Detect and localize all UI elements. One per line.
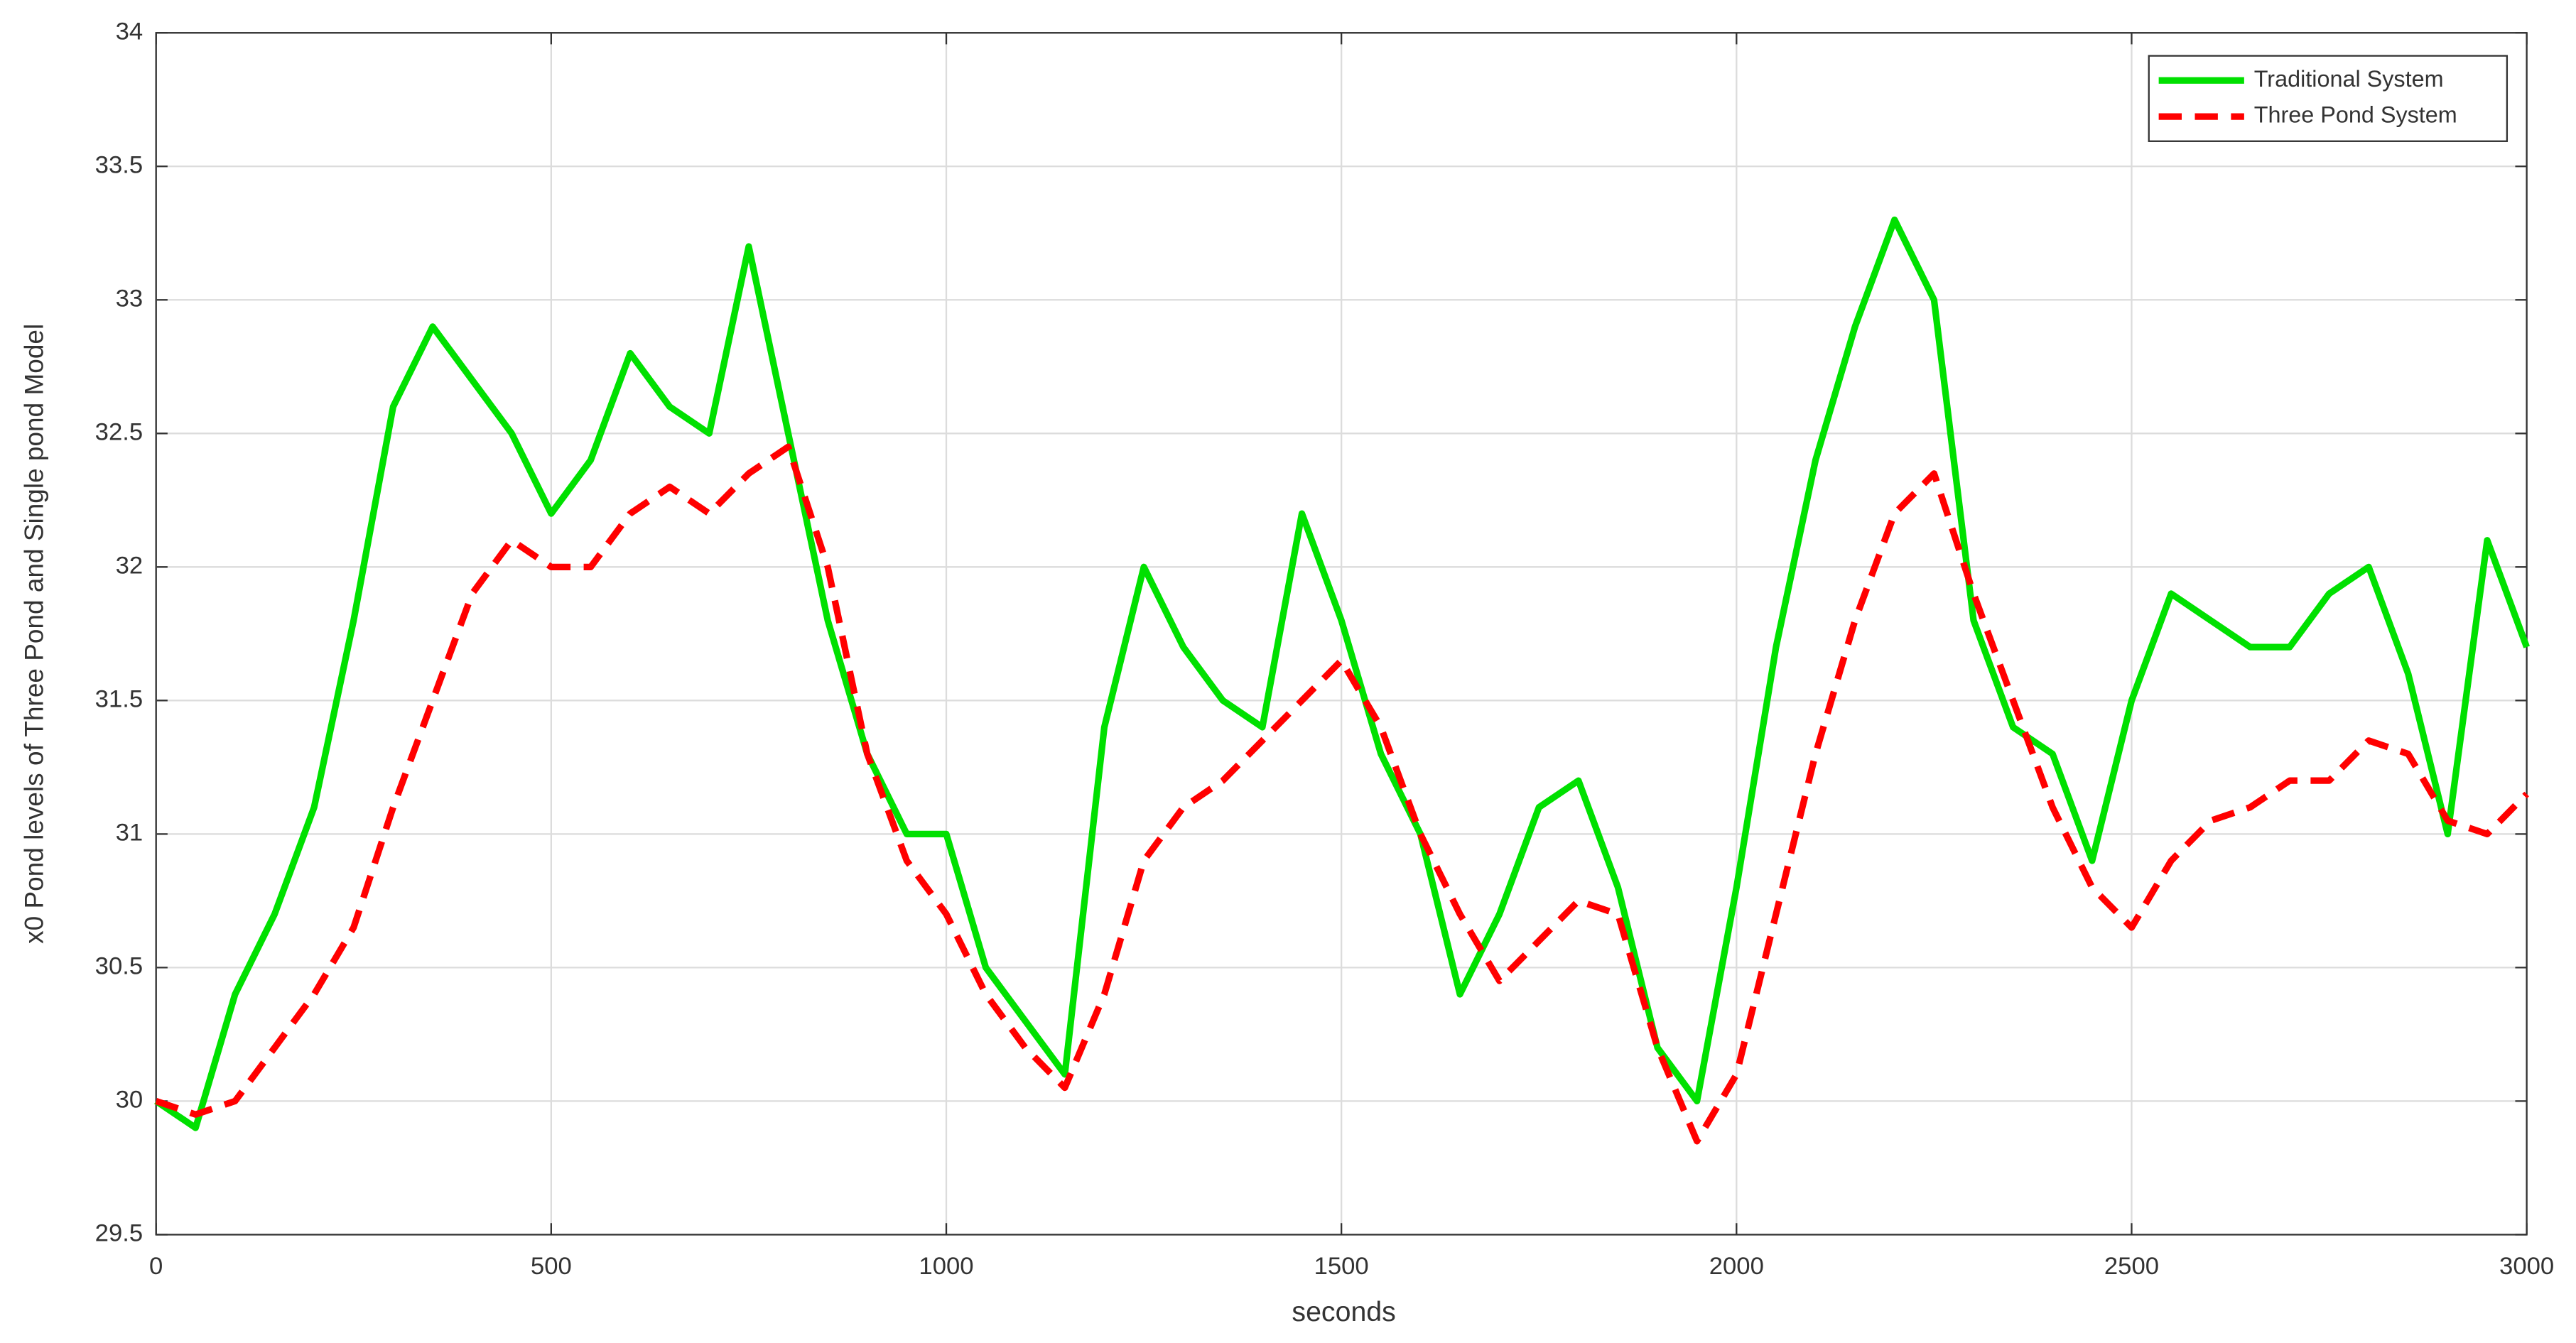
x-tick-label: 1500: [1314, 1253, 1369, 1280]
y-tick-label: 31.5: [95, 686, 143, 713]
x-axis-label: seconds: [1292, 1296, 1395, 1327]
legend-box: [2148, 55, 2509, 142]
x-tick-label: 2500: [2104, 1253, 2159, 1280]
y-tick-label: 32: [116, 552, 144, 579]
y-axis-label: x0 Pond levels of Three Pond and Single …: [20, 324, 49, 944]
legend-label: Three Pond System: [2254, 102, 2457, 128]
x-tick-label: 0: [149, 1253, 163, 1280]
y-tick-label: 34: [116, 18, 144, 45]
legend-label: Traditional System: [2254, 66, 2444, 92]
x-tick-label: 3000: [2499, 1253, 2554, 1280]
y-tick-label: 32.5: [95, 418, 143, 445]
y-tick-label: 30.5: [95, 953, 143, 980]
series-line: [155, 443, 2529, 1145]
x-tick-label: 500: [531, 1253, 572, 1280]
y-tick-label: 31: [116, 820, 144, 847]
x-tick-label: 2000: [1709, 1253, 1764, 1280]
x-tick-label: 1000: [919, 1253, 973, 1280]
series-line: [154, 216, 2530, 1131]
y-tick-label: 33: [116, 285, 144, 312]
y-tick-label: 33.5: [95, 151, 143, 178]
y-tick-label: 29.5: [95, 1220, 143, 1247]
y-tick-label: 30: [116, 1087, 144, 1114]
plot-frame: [155, 32, 2528, 1236]
